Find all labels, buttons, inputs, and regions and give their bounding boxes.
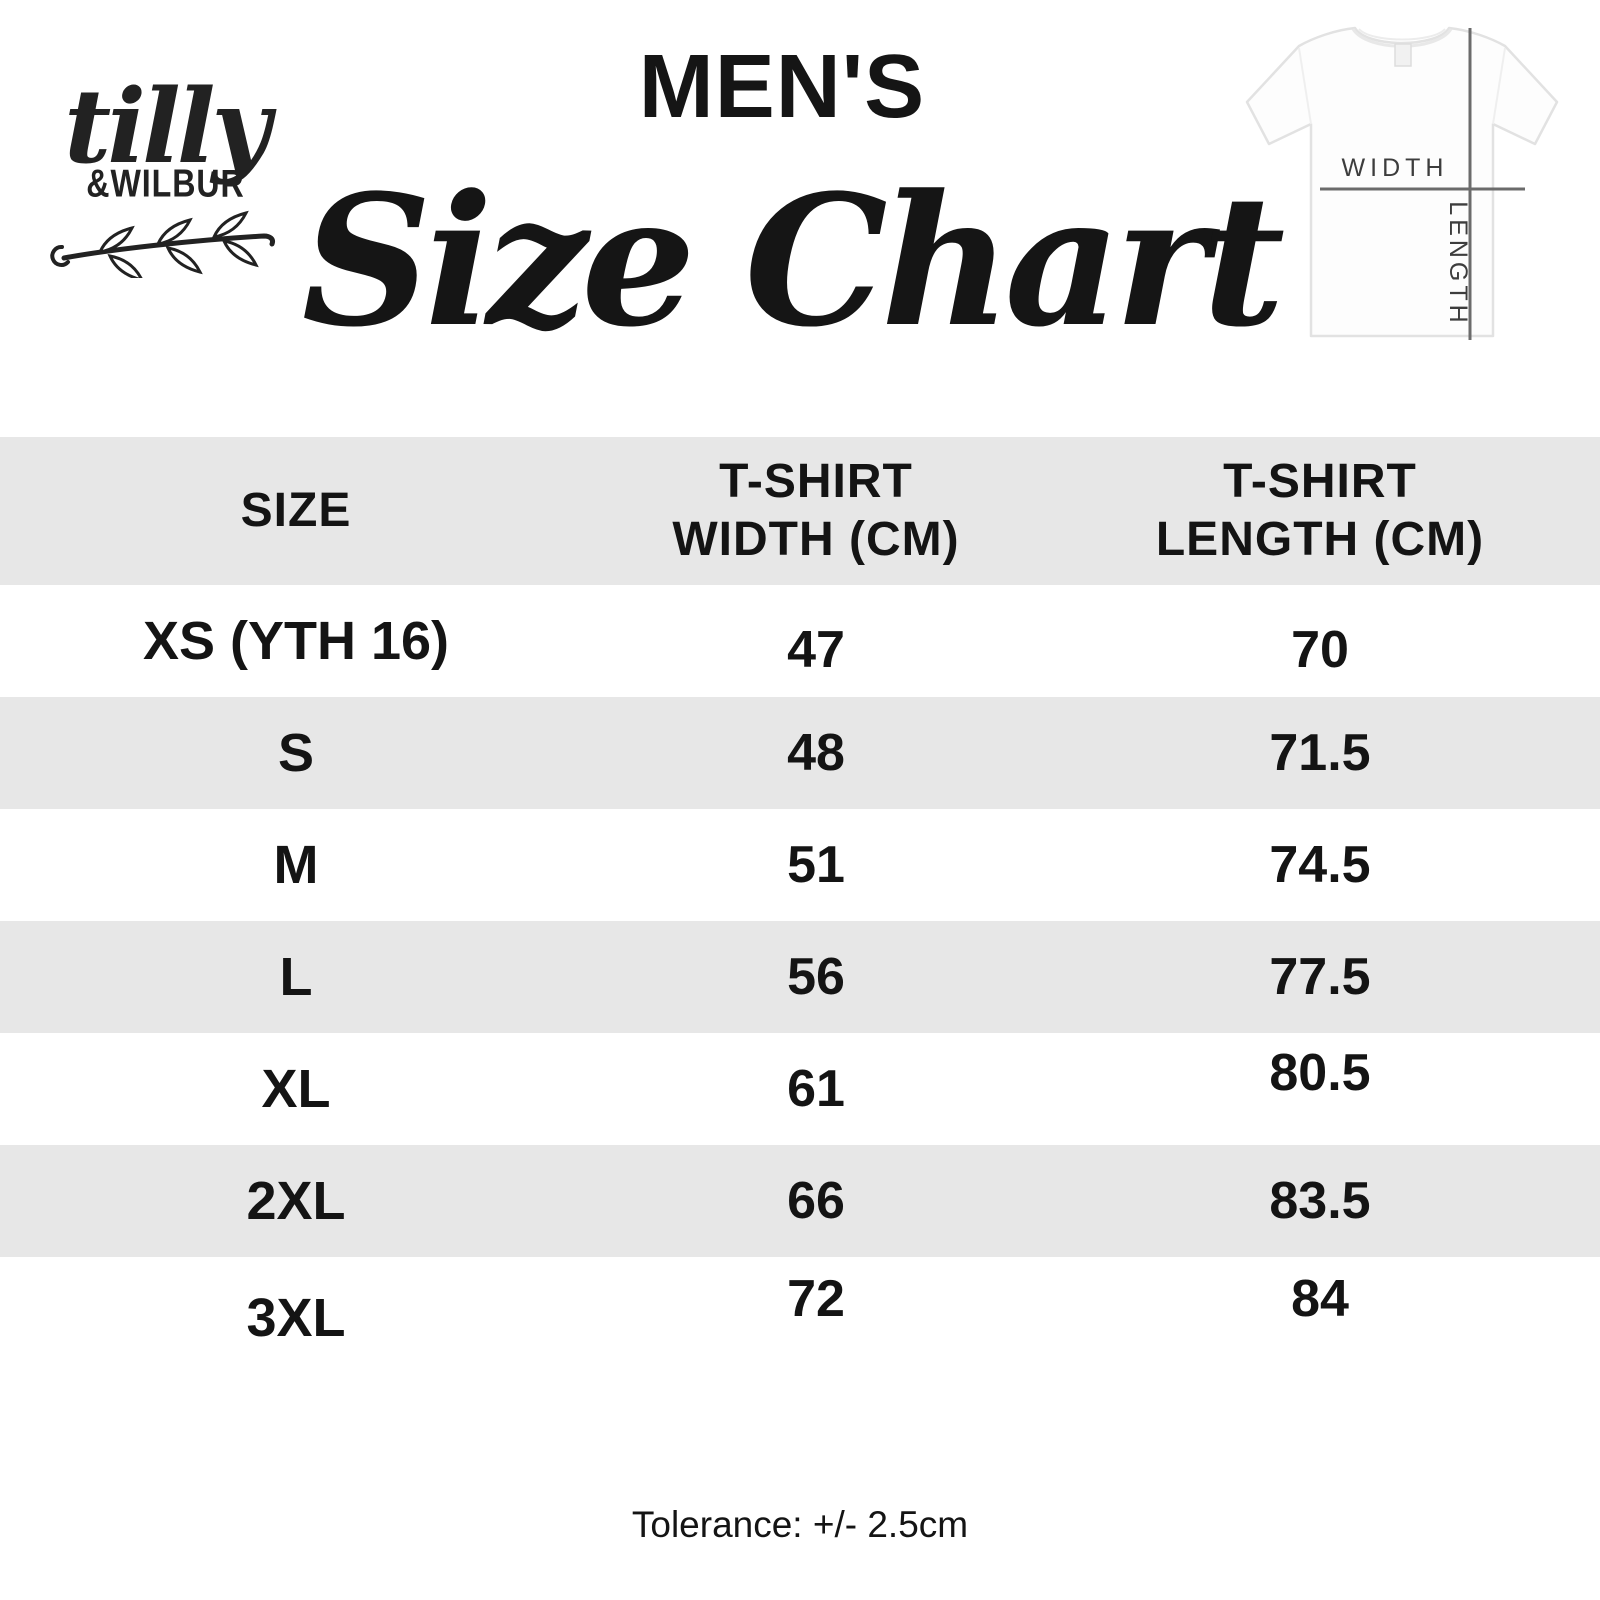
table-row: L 56 77.5 (0, 921, 1600, 1033)
width-cell: 61 (787, 1060, 845, 1118)
size-cell: XS (YTH 16) (142, 611, 450, 671)
size-cell: S (277, 723, 315, 783)
size-cell: 3XL (246, 1288, 346, 1348)
tshirt-image: WIDTH LENGTH (1245, 26, 1559, 340)
column-header-length: T-SHIRT LENGTH (CM) (1155, 455, 1485, 566)
size-table: SIZE T-SHIRT WIDTH (CM) T-SHIRT LENGTH (… (0, 437, 1600, 1369)
width-cell: 47 (787, 621, 845, 679)
brand-logo: tilly &WILBUR (38, 76, 293, 283)
size-cell: XL (261, 1059, 331, 1119)
laurel-branch-icon (50, 210, 275, 283)
width-cell: 56 (787, 948, 845, 1006)
table-header-row: SIZE T-SHIRT WIDTH (CM) T-SHIRT LENGTH (… (0, 437, 1600, 585)
tshirt-body (1245, 26, 1559, 338)
category-title: MEN'S (638, 37, 926, 137)
width-cell: 66 (787, 1172, 845, 1230)
length-diagram-label: LENGTH (1444, 201, 1472, 326)
brand-name-caps: &WILBUR (86, 161, 245, 206)
length-cell: 80.5 (1269, 1044, 1371, 1102)
tolerance-note: Tolerance: +/- 2.5cm (631, 1504, 969, 1545)
column-header-size: SIZE (240, 484, 352, 537)
table-row: M 51 74.5 (0, 809, 1600, 921)
length-cell: 83.5 (1269, 1172, 1371, 1230)
length-cell: 71.5 (1269, 724, 1371, 782)
size-cell: M (273, 835, 319, 895)
length-cell: 84 (1291, 1270, 1349, 1328)
brand-name-script: tilly (64, 67, 271, 187)
length-cell: 70 (1291, 621, 1349, 679)
table-row: 2XL 66 83.5 (0, 1145, 1600, 1257)
table-row: S 48 71.5 (0, 697, 1600, 809)
width-cell: 51 (787, 836, 845, 894)
table-row: XL 61 80.5 (0, 1033, 1600, 1145)
tshirt-diagram: WIDTH LENGTH (1237, 14, 1567, 359)
width-diagram-label: WIDTH (1342, 154, 1449, 182)
column-header-width: T-SHIRT WIDTH (CM) (672, 455, 960, 566)
neck-label (1394, 43, 1412, 67)
width-cell: 48 (787, 724, 845, 782)
width-cell: 72 (787, 1270, 845, 1328)
size-cell: 2XL (246, 1171, 346, 1231)
length-cell: 77.5 (1269, 948, 1371, 1006)
page-title: Size Chart (301, 156, 1286, 367)
length-cell: 74.5 (1269, 836, 1371, 894)
table-row: 3XL 72 84 (0, 1257, 1600, 1369)
table-row: XS (YTH 16) 47 70 (0, 585, 1600, 697)
size-cell: L (279, 947, 313, 1007)
